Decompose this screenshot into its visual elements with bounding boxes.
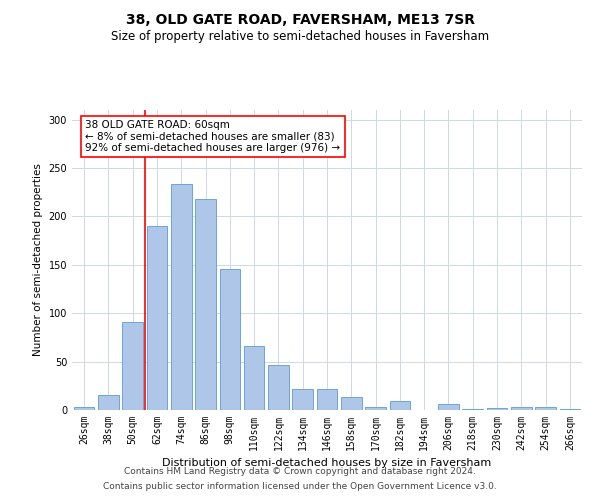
Bar — [98, 394, 119, 410]
Bar — [292, 388, 313, 410]
Bar — [220, 268, 240, 410]
Bar — [389, 402, 410, 410]
Bar — [341, 398, 362, 410]
Bar — [463, 409, 483, 410]
Bar — [560, 409, 580, 410]
Text: 38, OLD GATE ROAD, FAVERSHAM, ME13 7SR: 38, OLD GATE ROAD, FAVERSHAM, ME13 7SR — [125, 12, 475, 26]
Bar — [171, 184, 191, 410]
Bar — [511, 407, 532, 410]
Y-axis label: Number of semi-detached properties: Number of semi-detached properties — [33, 164, 43, 356]
Bar — [122, 322, 143, 410]
Text: Size of property relative to semi-detached houses in Faversham: Size of property relative to semi-detach… — [111, 30, 489, 43]
Bar — [365, 407, 386, 410]
Bar — [268, 366, 289, 410]
Text: Contains HM Land Registry data © Crown copyright and database right 2024.: Contains HM Land Registry data © Crown c… — [124, 467, 476, 476]
Bar — [317, 388, 337, 410]
Bar — [535, 407, 556, 410]
Bar — [74, 407, 94, 410]
Bar — [146, 226, 167, 410]
X-axis label: Distribution of semi-detached houses by size in Faversham: Distribution of semi-detached houses by … — [163, 458, 491, 468]
Text: Contains public sector information licensed under the Open Government Licence v3: Contains public sector information licen… — [103, 482, 497, 491]
Bar — [438, 404, 459, 410]
Bar — [244, 346, 265, 410]
Bar — [195, 199, 216, 410]
Bar — [487, 408, 508, 410]
Text: 38 OLD GATE ROAD: 60sqm
← 8% of semi-detached houses are smaller (83)
92% of sem: 38 OLD GATE ROAD: 60sqm ← 8% of semi-det… — [85, 120, 340, 153]
